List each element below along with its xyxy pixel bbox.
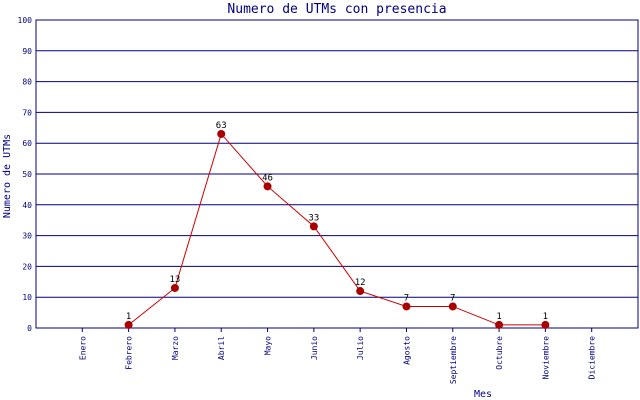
y-tick-label: 40 — [22, 201, 32, 210]
x-tick-label: Enero — [78, 336, 87, 360]
x-tick-label: Agosto — [402, 336, 411, 365]
marker — [541, 320, 550, 329]
data-label: 7 — [450, 293, 455, 303]
x-tick-label: Noviembre — [541, 336, 550, 380]
marker — [263, 182, 272, 191]
x-tick-label: Septiembre — [449, 336, 458, 384]
x-tick-label: Julio — [356, 336, 365, 360]
marker — [309, 222, 318, 231]
y-tick-label: 60 — [22, 139, 32, 148]
data-label: 1 — [126, 312, 131, 322]
marker — [170, 283, 179, 292]
data-label: 1 — [543, 312, 548, 322]
marker — [356, 287, 365, 296]
data-label: 7 — [404, 293, 409, 303]
x-axis-label: Mes — [474, 389, 492, 400]
chart-title: Numero de UTMs con presencia — [227, 2, 446, 17]
x-tick-label: Marzo — [171, 336, 180, 360]
data-label: 12 — [355, 278, 366, 288]
y-tick-label: 80 — [22, 78, 32, 87]
y-tick-label: 90 — [22, 47, 32, 56]
marker — [495, 320, 504, 329]
data-label: 1 — [496, 312, 501, 322]
y-tick-label: 20 — [22, 262, 32, 271]
data-label: 33 — [308, 213, 319, 223]
y-tick-label: 70 — [22, 108, 32, 117]
y-tick-label: 50 — [22, 170, 32, 179]
x-tick-label: Abril — [217, 336, 226, 360]
x-tick-label: Mayo — [264, 336, 273, 355]
marker — [217, 129, 226, 138]
y-tick-label: 10 — [22, 293, 32, 302]
data-label: 13 — [170, 275, 181, 285]
y-tick-label: 30 — [22, 232, 32, 241]
y-tick-label: 100 — [18, 16, 33, 25]
marker — [402, 302, 411, 311]
x-tick-label: Febrero — [125, 336, 134, 370]
marker — [448, 302, 457, 311]
marker — [124, 320, 133, 329]
data-label: 46 — [262, 173, 273, 183]
y-axis-label: Numero de UTMs — [2, 134, 13, 218]
x-tick-label: Junio — [310, 336, 319, 360]
line — [128, 132, 546, 326]
y-tick-label: 0 — [27, 324, 32, 333]
x-tick-label: Octubre — [495, 336, 504, 370]
x-tick-label: Diciembre — [588, 336, 597, 380]
data-label: 63 — [216, 121, 227, 131]
